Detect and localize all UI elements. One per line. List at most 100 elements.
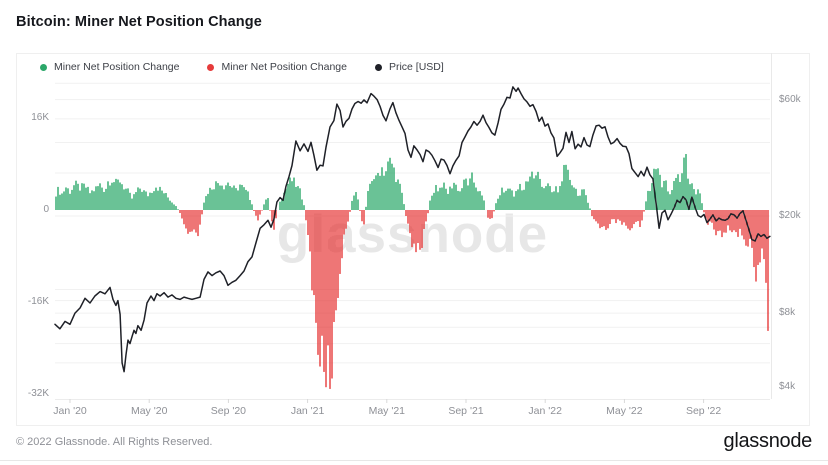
miner-net-position-bar-negative: [325, 210, 327, 388]
miner-net-position-bar-positive: [655, 169, 657, 210]
miner-net-position-bar-negative: [359, 210, 361, 211]
miner-net-position-bar-negative: [617, 210, 619, 220]
miner-net-position-bar-negative: [723, 210, 725, 233]
miner-net-position-bar-positive: [177, 209, 179, 210]
miner-net-position-bar-positive: [303, 205, 305, 210]
miner-net-position-bar-negative: [631, 210, 633, 229]
miner-net-position-bar-positive: [135, 192, 137, 210]
miner-net-position-bar-negative: [361, 210, 363, 222]
y-axis-right-tick-label: $4k: [779, 380, 796, 392]
miner-net-position-bar-positive: [687, 178, 689, 210]
miner-net-position-bar-positive: [651, 183, 653, 210]
miner-net-position-bar-positive: [515, 191, 517, 210]
miner-net-position-bar-positive: [233, 185, 235, 210]
miner-net-position-bar-positive: [509, 188, 511, 210]
miner-net-position-bar-positive: [649, 191, 651, 210]
miner-net-position-bar-negative: [257, 210, 259, 221]
miner-net-position-bar-positive: [69, 193, 71, 210]
miner-net-position-bar-negative: [597, 210, 599, 224]
miner-net-position-bar-negative: [717, 210, 719, 232]
miner-net-position-bar-positive: [163, 193, 165, 210]
legend-item-miner-net-position-change-negative[interactable]: Miner Net Position Change: [207, 61, 347, 73]
miner-net-position-bar-positive: [127, 188, 129, 210]
miner-net-position-bar-positive: [543, 188, 545, 210]
miner-net-position-bar-positive: [657, 168, 659, 210]
miner-net-position-bar-negative: [333, 210, 335, 322]
miner-net-position-bar-negative: [349, 210, 351, 212]
miner-net-position-bar-positive: [373, 179, 375, 210]
miner-net-position-bar-negative: [629, 210, 631, 231]
miner-net-position-bar-negative: [329, 210, 331, 389]
miner-net-position-bar-positive: [115, 178, 117, 210]
miner-net-position-bar-negative: [327, 210, 329, 346]
miner-net-position-bar-positive: [525, 181, 527, 210]
miner-net-position-bar-negative: [405, 210, 407, 216]
miner-net-position-bar-positive: [215, 181, 217, 210]
miner-net-position-bar-positive: [119, 182, 121, 210]
miner-net-position-bar-positive: [391, 163, 393, 210]
miner-net-position-bar-positive: [243, 187, 245, 210]
miner-net-position-bar-negative: [719, 210, 721, 231]
miner-net-position-bar-positive: [103, 191, 105, 210]
miner-net-position-bar-negative: [705, 210, 707, 219]
miner-net-position-bar-positive: [61, 193, 63, 210]
miner-net-position-bar-positive: [389, 157, 391, 210]
miner-net-position-bar-negative: [317, 210, 319, 355]
miner-net-position-bar-positive: [501, 187, 503, 210]
miner-net-position-bar-positive: [223, 189, 225, 210]
miner-net-position-bar-positive: [71, 189, 73, 210]
miner-net-position-bar-negative: [729, 210, 731, 231]
miner-net-position-bar-positive: [65, 187, 67, 210]
miner-net-position-bar-negative: [735, 210, 737, 233]
x-axis-tick-label: May '21: [368, 405, 406, 417]
miner-net-position-bar-negative: [409, 210, 411, 234]
miner-net-position-bar-positive: [57, 186, 59, 210]
miner-net-position-bar-positive: [589, 208, 591, 210]
miner-net-position-bar-positive: [445, 188, 447, 210]
x-axis-tick-label: Sep '22: [685, 405, 722, 417]
miner-net-position-bar-positive: [155, 187, 157, 210]
miner-net-position-bar-negative: [199, 210, 201, 225]
miner-net-position-bar-positive: [387, 161, 389, 210]
miner-net-position-bar-positive: [481, 195, 483, 210]
price-usd-line: [54, 86, 771, 373]
miner-net-position-bar-positive: [393, 167, 395, 210]
miner-net-position-bar-negative: [307, 210, 309, 235]
legend-item-miner-net-position-change-positive[interactable]: Miner Net Position Change: [40, 61, 179, 73]
miner-net-position-bar-positive: [505, 190, 507, 210]
miner-net-position-bar-negative: [181, 210, 183, 219]
miner-net-position-bar-positive: [353, 195, 355, 210]
miner-net-position-bar-positive: [507, 188, 509, 210]
miner-net-position-bar-positive: [143, 190, 145, 210]
miner-net-position-bar-positive: [95, 186, 97, 210]
miner-net-position-bar-positive: [693, 189, 695, 210]
miner-net-position-bar-positive: [547, 183, 549, 210]
miner-net-position-bar-negative: [183, 210, 185, 225]
miner-net-position-bar-positive: [697, 189, 699, 210]
miner-net-position-bar-negative: [321, 210, 323, 336]
miner-net-position-bar-positive: [587, 202, 589, 210]
miner-net-position-bar-positive: [569, 179, 571, 210]
miner-net-position-bar-positive: [519, 183, 521, 210]
miner-net-position-bar-positive: [403, 204, 405, 210]
miner-net-position-bar-positive: [435, 185, 437, 210]
legend-item-price-usd[interactable]: Price [USD]: [374, 61, 444, 73]
miner-net-position-bar-negative: [755, 210, 757, 282]
x-axis-tick-label: May '20: [130, 405, 168, 417]
miner-net-position-bar-negative: [761, 210, 763, 249]
miner-net-position-bar-positive: [213, 189, 215, 210]
miner-net-position-bar-positive: [469, 178, 471, 210]
miner-net-position-bar-negative: [339, 210, 341, 274]
miner-net-position-bar-positive: [559, 186, 561, 210]
miner-net-position-bar-positive: [117, 179, 119, 210]
miner-net-position-bar-positive: [465, 178, 467, 210]
miner-net-position-bar-positive: [669, 194, 671, 210]
miner-net-position-bar-positive: [503, 192, 505, 210]
miner-net-position-bar-positive: [459, 191, 461, 210]
miner-net-position-bar-negative: [721, 210, 723, 238]
miner-net-position-bar-positive: [553, 191, 555, 210]
miner-net-position-bar-positive: [453, 182, 455, 210]
miner-net-position-bar-positive: [513, 196, 515, 210]
miner-net-position-bar-positive: [531, 171, 533, 210]
